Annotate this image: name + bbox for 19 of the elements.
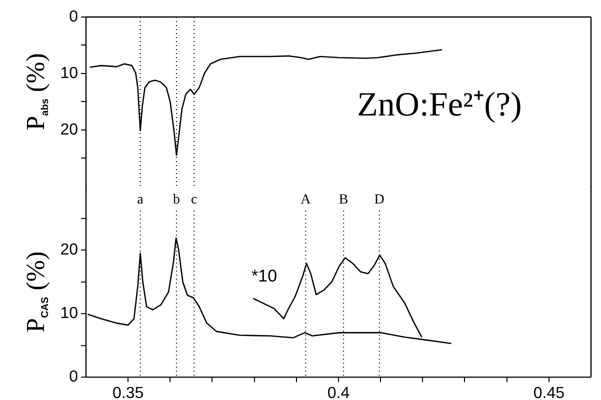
x-tick-label: 0.45 (533, 384, 565, 400)
y-axis-title: PCAS (%) (21, 251, 51, 332)
ref-line-label: A (300, 192, 312, 208)
y-tick-label: 0 (69, 8, 78, 26)
ref-line-label: c (191, 192, 198, 208)
ref-line-label: a (137, 192, 144, 208)
ref-line-label: D (374, 192, 384, 208)
y-tick-label: 10 (60, 64, 78, 82)
y-tick-label: 0 (69, 368, 78, 386)
annotation: *10 (252, 266, 278, 286)
y-tick-label: 20 (60, 121, 78, 138)
y-axis-title: Pabs (%) (21, 53, 51, 130)
ref-line-label: B (338, 192, 348, 208)
y-tick-label: 10 (60, 304, 78, 322)
x-tick-label: 0.4 (327, 384, 350, 400)
ref-line-label: b (172, 192, 180, 208)
annotation: ZnO:Fe²⁺(?) (357, 86, 522, 124)
y-tick-label: 20 (60, 241, 78, 258)
x-tick-label: 0.35 (112, 384, 144, 400)
